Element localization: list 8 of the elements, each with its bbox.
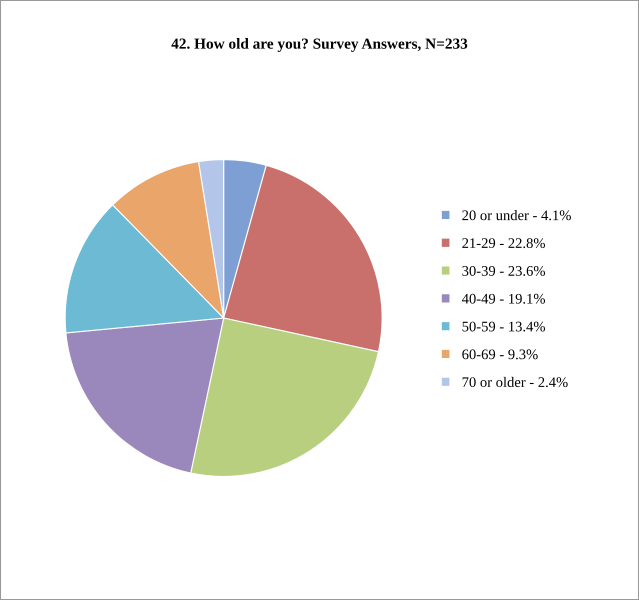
chart-title: 42. How old are you? Survey Answers, N=233: [171, 38, 468, 52]
legend-label: 30-39 - 23.6%: [462, 266, 546, 276]
legend-label: 50-59 - 13.4%: [462, 322, 546, 332]
legend-label: 60-69 - 9.3%: [462, 349, 538, 360]
legend-label: 21-29 - 22.8%: [462, 238, 546, 248]
legend-label: 40-49 - 19.1%: [462, 294, 546, 304]
legend-label: 70 or older - 2.4%: [462, 376, 568, 388]
legend-label: 20 or under - 4.1%: [462, 210, 571, 220]
